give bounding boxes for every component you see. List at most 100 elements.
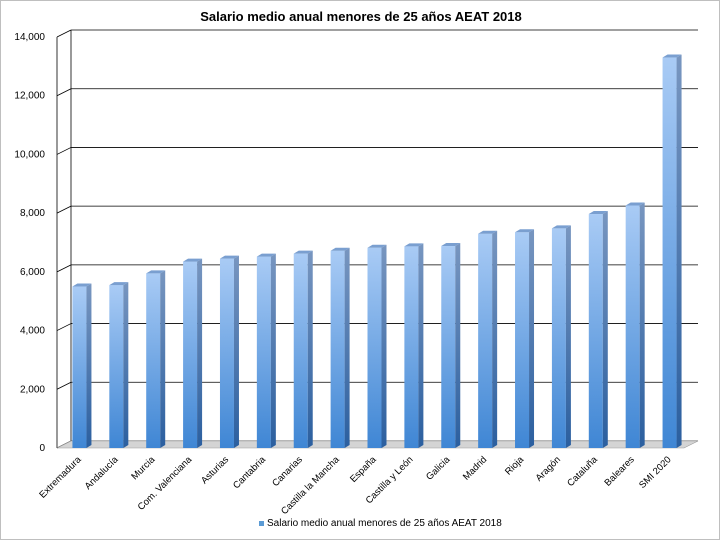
bar-side <box>381 244 387 448</box>
bar-2 <box>146 270 166 448</box>
bar-front <box>256 256 271 448</box>
bar-top <box>588 211 608 215</box>
y-tick-label: 10,000 <box>14 149 45 160</box>
gridline-diagonal <box>56 323 72 331</box>
chart-title: Salario medio anual menores de 25 años A… <box>200 9 522 24</box>
bar-3 <box>183 258 203 448</box>
bar-side <box>160 270 166 448</box>
bar-1 <box>109 282 129 448</box>
bar-side <box>639 202 645 448</box>
gridline-diagonal <box>56 88 72 97</box>
bar-14 <box>588 211 608 448</box>
x-tick-label: Baleares <box>603 454 637 488</box>
bar-top <box>293 250 313 254</box>
legend-label: Salario medio anual menores de 25 años A… <box>267 518 502 529</box>
bar-side <box>86 283 92 448</box>
gridline-diagonal <box>56 381 72 390</box>
bar-front <box>478 233 493 448</box>
y-tick-label: 0 <box>39 443 45 454</box>
bar-7 <box>330 247 350 448</box>
bar-front <box>404 246 419 448</box>
bar-9 <box>404 243 424 448</box>
bar-front <box>441 246 456 448</box>
bar-front <box>219 258 234 448</box>
bar-16 <box>662 54 682 449</box>
bar-side <box>307 250 313 448</box>
bar-top <box>478 230 498 234</box>
bar-top <box>330 247 350 251</box>
y-tick-label: 6,000 <box>20 267 45 278</box>
bar-top <box>551 225 571 229</box>
x-tick-label: Murcia <box>129 454 157 482</box>
bar-side <box>123 282 129 448</box>
bars <box>72 54 682 449</box>
bar-front <box>515 232 530 448</box>
gridline-diagonal <box>56 29 72 38</box>
bar-front <box>625 205 640 448</box>
bar-top <box>72 283 92 287</box>
bar-top <box>183 258 203 262</box>
bar-top <box>515 229 535 233</box>
x-tick-label: Cantabria <box>231 454 268 491</box>
bar-0 <box>72 283 92 448</box>
x-tick-label: Rioja <box>503 454 527 478</box>
bar-front <box>367 247 382 448</box>
bar-10 <box>441 243 461 448</box>
x-tick-label: Canarias <box>270 454 305 489</box>
bar-top <box>404 243 424 247</box>
bar-side <box>529 229 535 448</box>
bar-front <box>183 261 198 448</box>
x-tick-label: Asturias <box>199 454 231 486</box>
bar-front <box>551 228 566 448</box>
bar-side <box>344 247 350 448</box>
bar-side <box>270 253 276 448</box>
y-tick-label: 8,000 <box>20 208 45 219</box>
bar-top <box>256 253 276 257</box>
bar-top <box>441 243 461 247</box>
bar-front <box>330 250 345 448</box>
bar-side <box>455 243 461 448</box>
x-tick-label: España <box>348 454 379 485</box>
bar-top <box>146 270 166 274</box>
bar-8 <box>367 244 387 448</box>
bar-12 <box>515 229 535 448</box>
bar-top <box>625 202 645 206</box>
x-tick-label: Aragón <box>534 454 563 483</box>
bar-side <box>565 225 571 448</box>
y-tick-label: 2,000 <box>20 384 45 395</box>
bar-side <box>418 243 424 448</box>
bar-side <box>233 255 239 448</box>
y-tick-label: 4,000 <box>20 326 45 337</box>
bar-side <box>492 230 498 448</box>
bar-front <box>662 57 677 449</box>
gridline-diagonal <box>56 264 72 273</box>
bar-top <box>367 244 387 248</box>
bar-front <box>588 214 603 448</box>
bar-front <box>146 273 161 448</box>
bar-front <box>72 286 87 448</box>
bar-front <box>109 285 124 448</box>
bar-side <box>676 54 682 449</box>
bar-11 <box>478 230 498 448</box>
x-tick-label: Andalucía <box>83 454 121 492</box>
bar-top <box>109 282 129 286</box>
bar-top <box>219 255 239 259</box>
bar-6 <box>293 250 313 448</box>
bar-side <box>197 258 203 448</box>
x-tick-label: Cataluña <box>565 454 600 489</box>
x-tick-label: Extremadura <box>37 454 84 501</box>
y-axis-ticks: 0 2,000 4,000 6,000 8,000 10,000 12,000 14,000 <box>14 32 45 454</box>
x-tick-label: SMI 2020 <box>637 454 674 491</box>
gridline-diagonal <box>56 147 72 155</box>
bar-5 <box>256 253 276 448</box>
bar-side <box>602 211 608 448</box>
legend: Salario medio anual menores de 25 años A… <box>259 518 502 529</box>
y-tick-label: 12,000 <box>14 91 45 102</box>
bar-13 <box>551 225 571 448</box>
x-tick-label: Galicia <box>424 454 453 483</box>
bar-top <box>662 54 682 58</box>
x-tick-label: Madrid <box>461 454 489 482</box>
